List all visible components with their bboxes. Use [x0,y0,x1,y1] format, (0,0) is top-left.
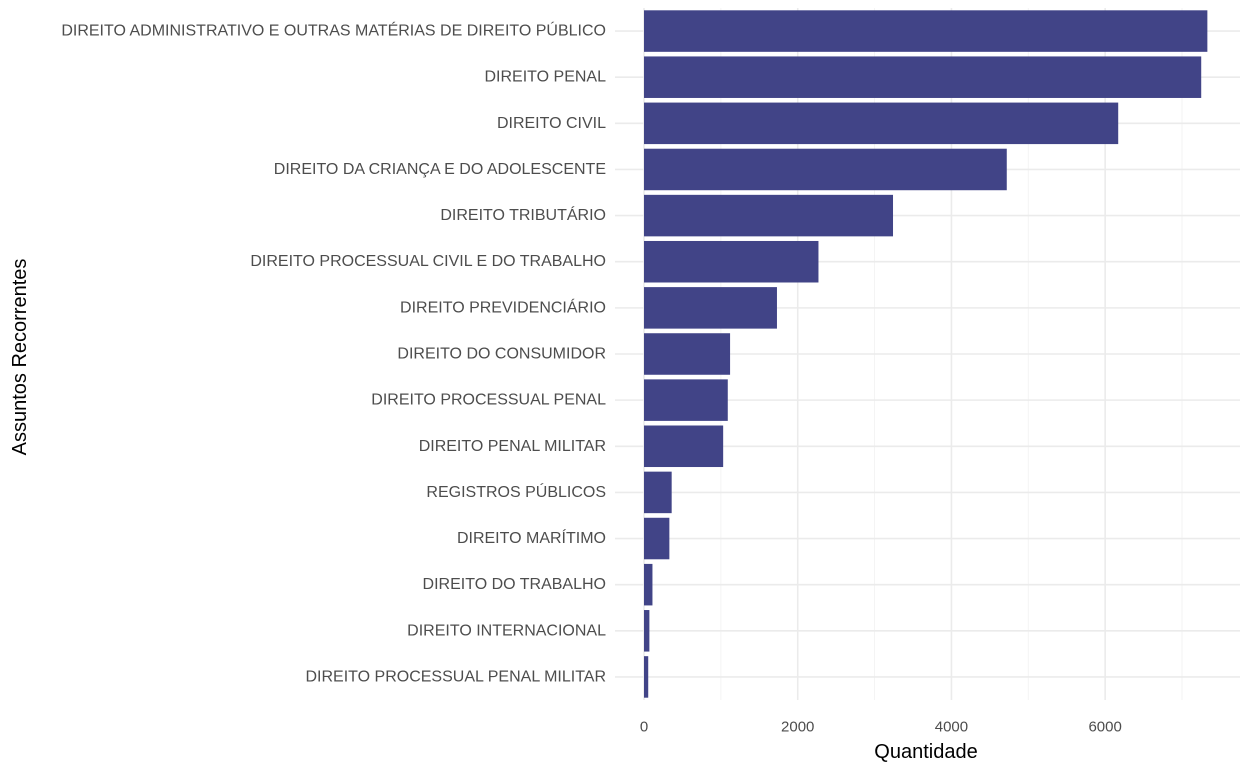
y-tick-label: DIREITO PREVIDENCIÁRIO [400,297,606,316]
y-tick-label: DIREITO PENAL [484,69,606,86]
bar [644,563,653,606]
x-tick-labels: 0 2000 4000 6000 [640,719,1122,736]
y-tick-labels: DIREITO ADMINISTRATIVO E OUTRAS MATÉRIAS… [61,21,606,686]
y-tick-label: DIREITO MARÍTIMO [457,528,606,547]
bar [644,333,731,375]
y-tick-label: DIREITO DO CONSUMIDOR [397,346,606,363]
bar [644,425,724,468]
y-axis-title: Assuntos Recorrentes [9,259,31,456]
y-tick-label: DIREITO PROCESSUAL PENAL [371,392,606,409]
y-tick-label: DIREITO PENAL MILITAR [419,438,606,455]
x-tick-label: 4000 [935,719,968,736]
bar [644,56,1202,98]
bar [644,240,819,283]
y-tick-label: DIREITO DA CRIANÇA E DO ADOLESCENTE [274,161,606,178]
x-tick-label: 6000 [1088,719,1121,736]
bar [644,471,672,514]
x-tick-label: 0 [640,719,648,736]
bar [644,102,1119,145]
bar [644,656,649,698]
bar [644,610,650,652]
y-tick-label: DIREITO PROCESSUAL CIVIL E DO TRABALHO [250,253,606,270]
y-tick-label: DIREITO INTERNACIONAL [407,622,606,639]
bars [644,10,1208,698]
y-tick-label: DIREITO CIVIL [497,115,606,132]
y-tick-label: DIREITO PROCESSUAL PENAL MILITAR [305,668,606,685]
y-tick-label: REGISTROS PÚBLICOS [426,482,606,501]
bar [644,10,1208,52]
bar [644,148,1007,191]
bar [644,194,894,237]
x-axis-title: Quantidade [874,741,977,763]
y-tick-label: DIREITO DO TRABALHO [423,576,606,593]
x-tick-label: 2000 [781,719,814,736]
y-tick-label: DIREITO TRIBUTÁRIO [440,205,606,224]
bar [644,287,777,329]
bar [644,379,728,421]
y-tick-label: DIREITO ADMINISTRATIVO E OUTRAS MATÉRIAS… [61,21,606,40]
bar [644,517,670,560]
